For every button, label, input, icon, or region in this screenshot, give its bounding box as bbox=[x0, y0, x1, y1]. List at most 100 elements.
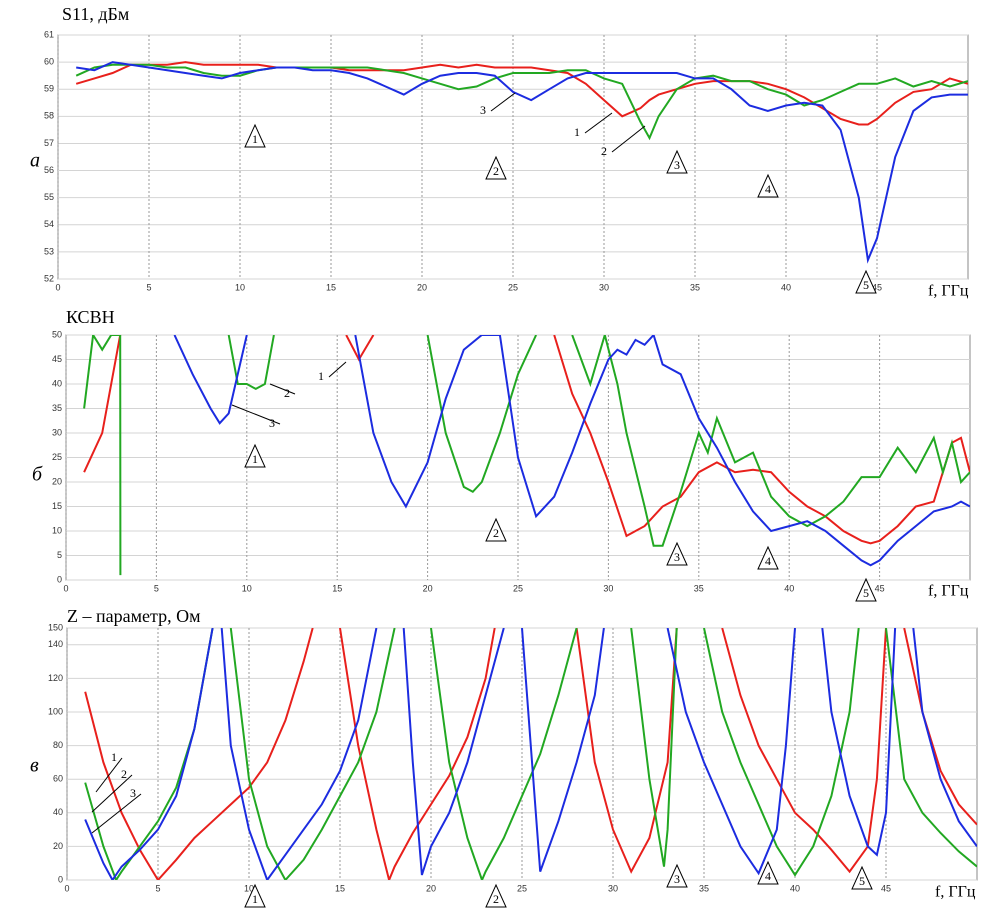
x-tick-label: 15 bbox=[326, 282, 336, 292]
x-axis-label: f, ГГц bbox=[928, 583, 969, 600]
y-tick-label: 60 bbox=[44, 56, 54, 66]
marker-triangle bbox=[485, 517, 507, 542]
chart-title: S11, дБм bbox=[62, 4, 129, 24]
marker-label: 1 bbox=[252, 892, 258, 906]
y-tick-label: 0 bbox=[58, 874, 63, 884]
marker-label: 2 bbox=[493, 892, 499, 906]
x-tick-label: 25 bbox=[517, 883, 527, 893]
x-tick-label: 25 bbox=[513, 583, 523, 593]
y-tick-label: 61 bbox=[44, 29, 54, 39]
marker-triangle bbox=[757, 545, 779, 570]
x-tick-label: 10 bbox=[235, 282, 245, 292]
x-tick-label: 30 bbox=[599, 282, 609, 292]
panel-label: в bbox=[30, 755, 39, 777]
x-tick-label: 40 bbox=[790, 883, 800, 893]
curve-leader bbox=[584, 112, 613, 134]
marker-triangle bbox=[485, 883, 507, 908]
x-tick-label: 45 bbox=[872, 282, 882, 292]
y-tick-label: 40 bbox=[53, 807, 63, 817]
y-tick-label: 140 bbox=[48, 639, 63, 649]
series-line bbox=[84, 628, 977, 880]
x-tick-label: 45 bbox=[875, 583, 885, 593]
curve-leader bbox=[91, 793, 142, 834]
y-tick-label: 56 bbox=[44, 165, 54, 175]
x-tick-label: 35 bbox=[690, 282, 700, 292]
x-tick-label: 10 bbox=[244, 883, 254, 893]
y-tick-label: 57 bbox=[44, 138, 54, 148]
marker-label: 1 bbox=[252, 452, 258, 466]
y-tick-label: 150 bbox=[48, 622, 63, 632]
marker-triangle bbox=[666, 149, 688, 174]
x-tick-label: 10 bbox=[242, 583, 252, 593]
marker-label: 5 bbox=[863, 278, 869, 292]
curve-leader bbox=[269, 383, 296, 395]
marker-label: 3 bbox=[674, 158, 680, 172]
curve-label: 2 bbox=[601, 144, 607, 158]
x-tick-label: 30 bbox=[608, 883, 618, 893]
marker-label: 2 bbox=[493, 526, 499, 540]
marker-triangle bbox=[757, 860, 779, 885]
curve-leader bbox=[611, 125, 646, 153]
marker-label: 4 bbox=[765, 869, 771, 883]
y-tick-label: 5 bbox=[57, 550, 62, 560]
marker-triangle bbox=[244, 883, 266, 908]
curve-leader bbox=[91, 774, 133, 813]
y-tick-label: 60 bbox=[53, 774, 63, 784]
x-tick-label: 25 bbox=[508, 282, 518, 292]
series-line bbox=[84, 628, 977, 880]
y-tick-label: 45 bbox=[52, 354, 62, 364]
x-tick-label: 5 bbox=[155, 883, 160, 893]
marker-label: 5 bbox=[863, 586, 869, 600]
series-line bbox=[75, 61, 968, 126]
x-tick-label: 35 bbox=[699, 883, 709, 893]
curve-label: 1 bbox=[111, 750, 117, 764]
marker-triangle bbox=[666, 541, 688, 566]
chart-title: Z – параметр, Ом bbox=[67, 606, 200, 626]
y-tick-label: 59 bbox=[44, 84, 54, 94]
y-tick-label: 10 bbox=[52, 525, 62, 535]
y-tick-label: 120 bbox=[48, 673, 63, 683]
series-line bbox=[76, 61, 968, 264]
x-tick-label: 40 bbox=[784, 583, 794, 593]
curve-label: 3 bbox=[269, 416, 275, 430]
curve-label: 1 bbox=[574, 125, 580, 139]
y-tick-label: 30 bbox=[52, 427, 62, 437]
y-tick-label: 55 bbox=[44, 192, 54, 202]
y-tick-label: 20 bbox=[52, 476, 62, 486]
marker-label: 1 bbox=[252, 132, 258, 146]
y-tick-label: 40 bbox=[52, 378, 62, 388]
x-tick-label: 5 bbox=[154, 583, 159, 593]
marker-label: 3 bbox=[674, 550, 680, 564]
y-tick-label: 15 bbox=[52, 501, 62, 511]
y-tick-label: 20 bbox=[53, 841, 63, 851]
marker-label: 3 bbox=[674, 872, 680, 886]
marker-label: 2 bbox=[493, 164, 499, 178]
y-tick-label: 53 bbox=[44, 246, 54, 256]
y-tick-label: 54 bbox=[44, 219, 54, 229]
x-tick-label: 0 bbox=[63, 583, 68, 593]
marker-triangle bbox=[666, 863, 688, 888]
panel-label: а bbox=[30, 150, 40, 172]
y-tick-label: 80 bbox=[53, 740, 63, 750]
marker-label: 4 bbox=[765, 182, 771, 196]
chart-title: КСВН bbox=[66, 307, 115, 327]
marker-triangle bbox=[244, 443, 266, 468]
y-tick-label: 58 bbox=[44, 111, 54, 121]
x-tick-label: 35 bbox=[694, 583, 704, 593]
y-tick-label: 0 bbox=[57, 574, 62, 584]
x-tick-label: 40 bbox=[781, 282, 791, 292]
y-tick-label: 25 bbox=[52, 452, 62, 462]
x-tick-label: 0 bbox=[64, 883, 69, 893]
marker-triangle bbox=[855, 577, 877, 602]
x-tick-label: 20 bbox=[426, 883, 436, 893]
curve-label: 1 bbox=[318, 369, 324, 383]
x-axis-label: f, ГГц bbox=[935, 884, 976, 901]
x-tick-label: 30 bbox=[603, 583, 613, 593]
curve-label: 3 bbox=[130, 786, 136, 800]
marker-label: 4 bbox=[765, 554, 771, 568]
panel-label: б bbox=[32, 464, 43, 486]
y-tick-label: 52 bbox=[44, 273, 54, 283]
curve-leader bbox=[231, 404, 281, 425]
series-line bbox=[173, 335, 970, 567]
